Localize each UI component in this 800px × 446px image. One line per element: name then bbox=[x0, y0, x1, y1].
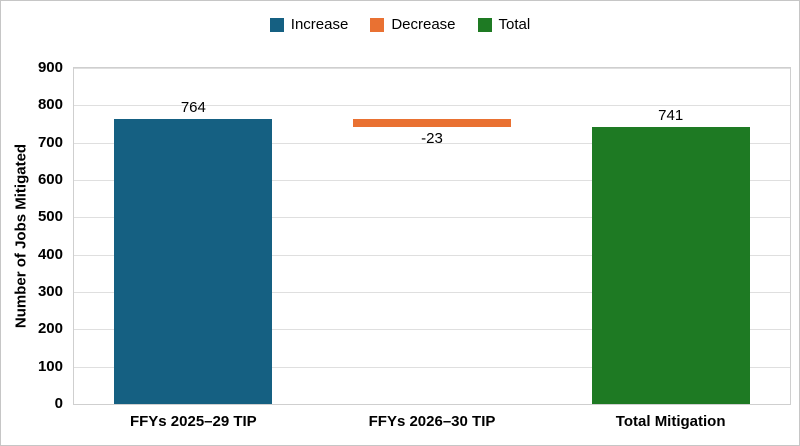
y-tick-label: 0 bbox=[54, 395, 63, 412]
gridline bbox=[74, 68, 790, 69]
gridline bbox=[74, 180, 790, 181]
legend-item: Increase bbox=[269, 16, 349, 33]
x-tick-label: FFYs 2026–30 TIP bbox=[368, 413, 496, 430]
x-tick-label: FFYs 2025–29 TIP bbox=[129, 413, 257, 430]
gridline bbox=[74, 254, 790, 256]
legend-label: Increase bbox=[290, 16, 349, 33]
y-tick-label: 300 bbox=[37, 283, 63, 300]
gridline bbox=[74, 329, 790, 331]
gridline bbox=[74, 366, 790, 368]
bar-value-label: 741 bbox=[658, 107, 684, 125]
gridline bbox=[74, 217, 790, 219]
y-tick-label: 600 bbox=[37, 171, 63, 188]
gridline bbox=[74, 292, 790, 293]
legend-label: Total bbox=[498, 16, 531, 33]
bar-value-label: -23 bbox=[421, 130, 443, 148]
x-tick-label: Total Mitigation bbox=[615, 413, 726, 430]
legend: Increase Decrease Total bbox=[1, 16, 799, 33]
y-tick-label: 100 bbox=[37, 357, 63, 375]
gridline bbox=[74, 105, 790, 107]
y-tick-label: 900 bbox=[37, 59, 63, 76]
legend-item: Total bbox=[477, 16, 531, 33]
legend-label: Decrease bbox=[391, 16, 456, 33]
legend-swatch bbox=[477, 17, 492, 32]
bar bbox=[591, 127, 750, 404]
legend-swatch bbox=[370, 17, 385, 32]
gridline bbox=[74, 142, 790, 144]
legend-item: Decrease bbox=[370, 16, 456, 33]
plot-area bbox=[73, 67, 791, 405]
bar bbox=[353, 118, 511, 128]
y-tick-label: 800 bbox=[37, 96, 63, 114]
y-tick-label: 200 bbox=[37, 320, 63, 338]
bar-value-label: 764 bbox=[180, 98, 206, 116]
bar bbox=[114, 118, 273, 404]
y-tick-label: 400 bbox=[37, 245, 63, 263]
legend-swatch bbox=[269, 17, 284, 32]
y-tick-label: 700 bbox=[37, 133, 63, 151]
y-tick-label: 500 bbox=[37, 208, 63, 226]
